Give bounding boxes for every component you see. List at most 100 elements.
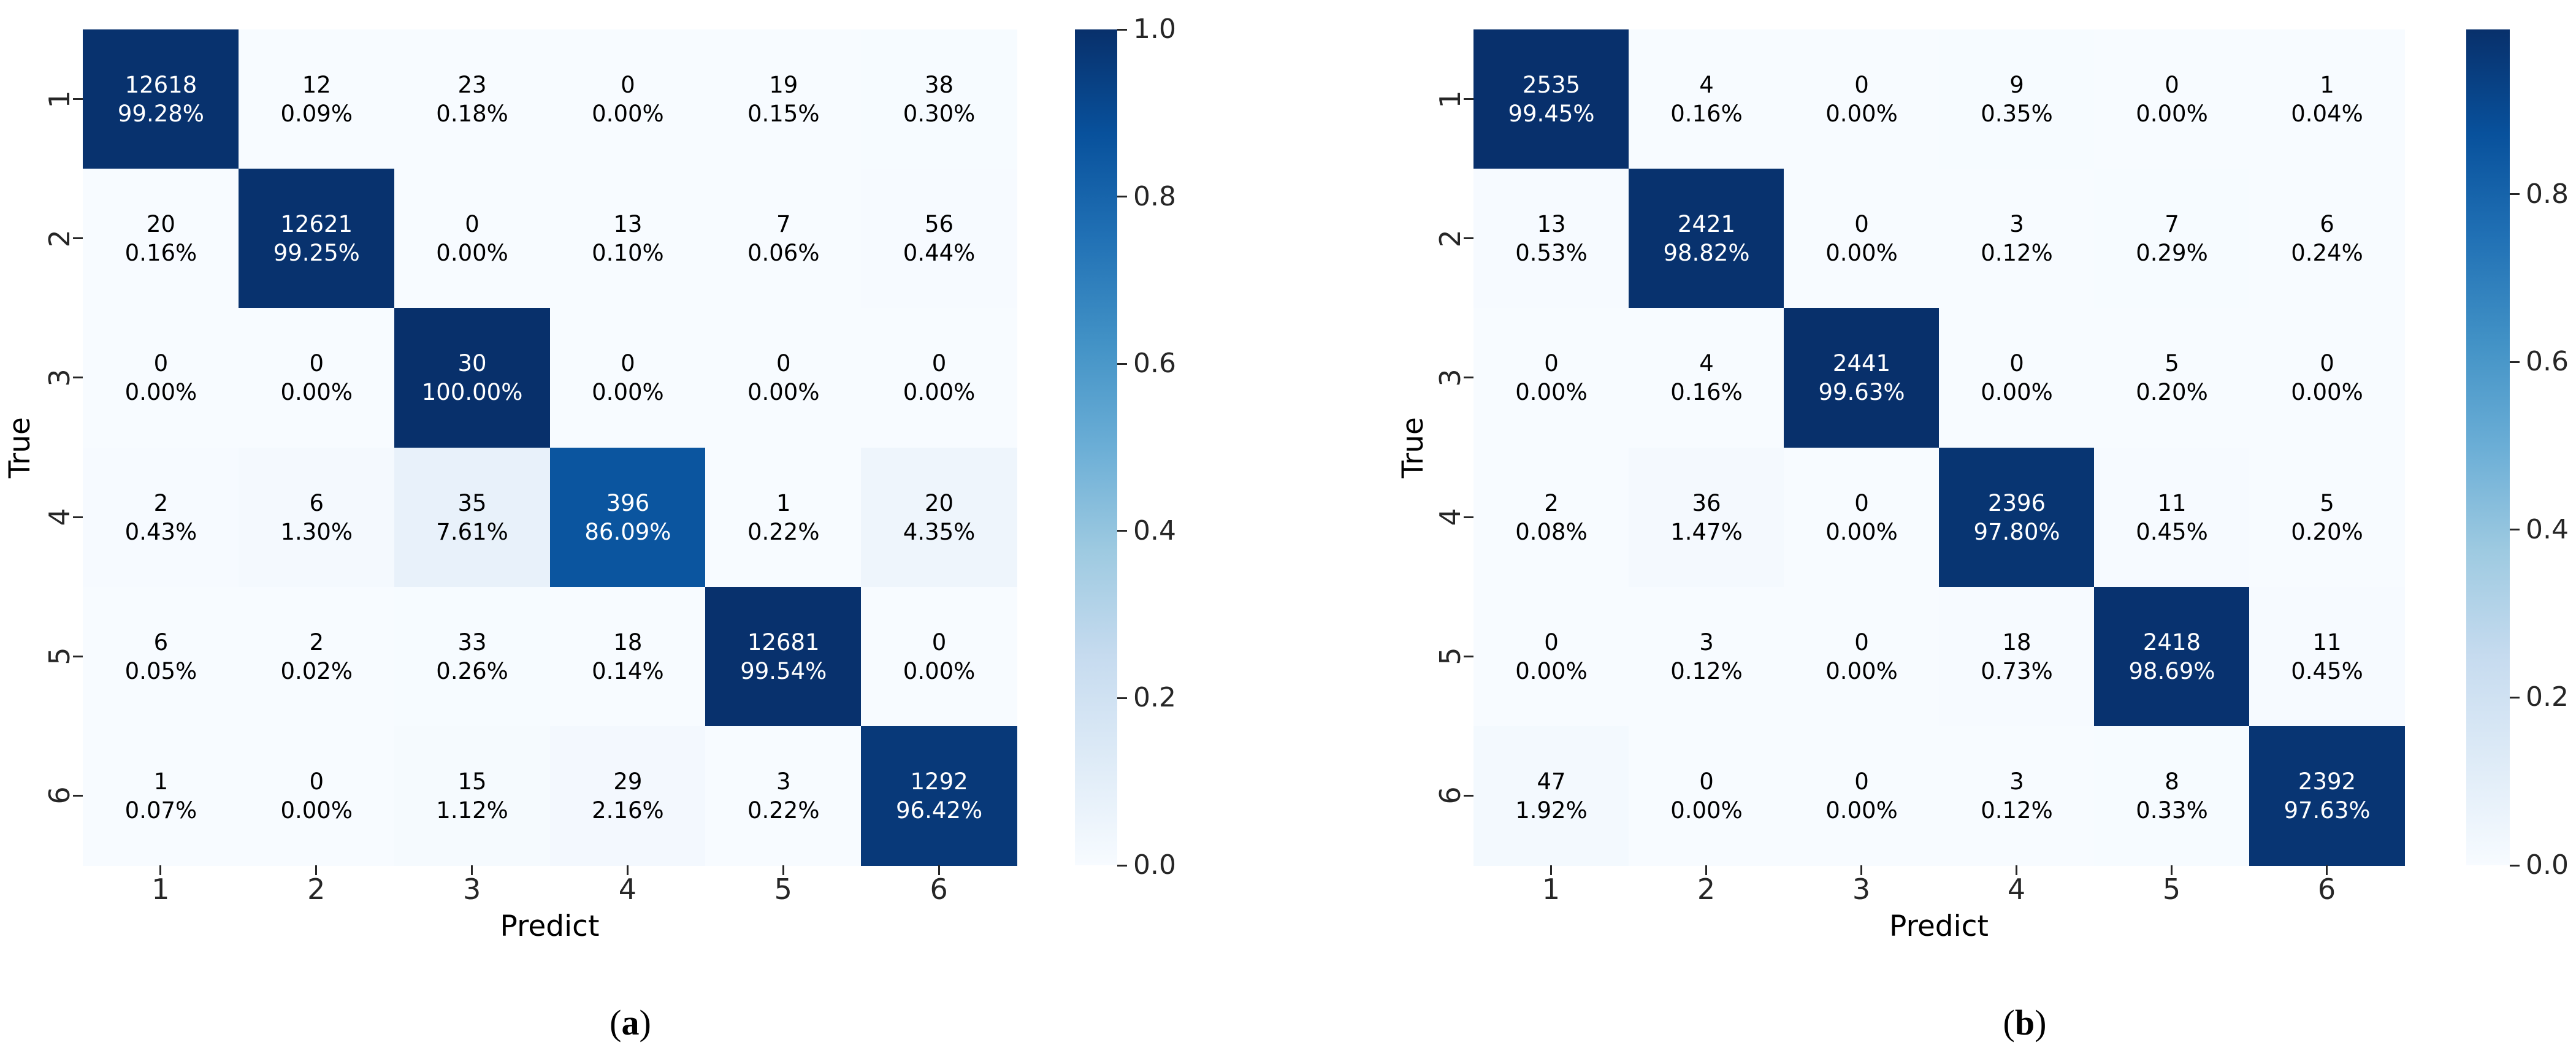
cell-count: 0 bbox=[931, 350, 947, 377]
cell-count: 0 bbox=[2320, 350, 2334, 377]
cell-percentage: 0.00% bbox=[1670, 797, 1743, 824]
cell-count: 5 bbox=[2165, 350, 2179, 377]
cell-count: 0 bbox=[1854, 629, 1869, 656]
x-tick-label: 2 bbox=[307, 873, 326, 906]
colorbar-tick-mark bbox=[2510, 864, 2520, 867]
matrix-cell: 13 0.10% bbox=[549, 169, 706, 309]
cell-percentage: 1.30% bbox=[280, 518, 353, 545]
cell-count: 1292 bbox=[910, 768, 968, 795]
matrix-cell: 0 0.00% bbox=[861, 308, 1017, 448]
x-tick-mark bbox=[1705, 865, 1707, 875]
cell-percentage: 0.06% bbox=[747, 240, 820, 267]
matrix-cell: 0 0.00% bbox=[1784, 29, 1940, 170]
cell-count: 6 bbox=[2320, 211, 2334, 238]
cell-count: 7 bbox=[2165, 211, 2179, 238]
cell-count: 30 bbox=[457, 350, 487, 377]
matrix-cell: 2421 98.82% bbox=[1629, 169, 1784, 309]
colorbar-tick-mark bbox=[1117, 530, 1127, 532]
matrix-cell: 38 0.30% bbox=[861, 29, 1017, 170]
cell-percentage: 0.22% bbox=[747, 518, 820, 545]
cell-percentage: 0.45% bbox=[2136, 518, 2208, 545]
cell-percentage: 0.20% bbox=[2291, 518, 2363, 545]
cell-percentage: 0.00% bbox=[1825, 657, 1898, 684]
matrix-cell: 0 0.00% bbox=[1784, 725, 1940, 866]
matrix-cell: 5 0.20% bbox=[2094, 308, 2250, 448]
matrix-cell: 11 0.45% bbox=[2094, 447, 2250, 587]
matrix-cell: 0 0.00% bbox=[2094, 29, 2250, 170]
y-tick-label: 3 bbox=[43, 369, 76, 387]
matrix-cell: 9 0.35% bbox=[1939, 29, 2095, 170]
x-tick-label: 2 bbox=[1697, 873, 1716, 906]
cell-percentage: 0.73% bbox=[1981, 657, 2053, 684]
cell-count: 2392 bbox=[2298, 768, 2356, 795]
cell-percentage: 0.00% bbox=[747, 379, 820, 406]
matrix-cell: 2441 99.63% bbox=[1784, 308, 1940, 448]
x-tick-label: 4 bbox=[2007, 873, 2026, 906]
cell-count: 33 bbox=[457, 629, 487, 656]
colorbar-tick-mark bbox=[2510, 193, 2520, 196]
y-tick-mark bbox=[73, 237, 83, 240]
matrix-cell: 56 0.44% bbox=[861, 169, 1017, 309]
matrix-cell: 23 0.18% bbox=[394, 29, 551, 170]
y-tick-label: 3 bbox=[1434, 369, 1467, 387]
caption-close-paren: ) bbox=[2035, 1003, 2047, 1043]
colorbar-tick-mark bbox=[2510, 361, 2520, 363]
matrix-cell: 0 0.00% bbox=[549, 29, 706, 170]
cell-count: 6 bbox=[309, 489, 324, 516]
cell-percentage: 99.25% bbox=[273, 240, 360, 267]
matrix-cell: 30 100.00% bbox=[394, 308, 551, 448]
colorbar-tick-label: 0.2 bbox=[1133, 682, 1176, 714]
matrix-cell: 6 1.30% bbox=[238, 447, 395, 587]
cell-percentage: 0.00% bbox=[1825, 797, 1898, 824]
cell-count: 13 bbox=[1537, 211, 1566, 238]
matrix-cell: 0 0.00% bbox=[238, 308, 395, 448]
x-tick-label: 5 bbox=[774, 873, 792, 906]
cell-percentage: 1.47% bbox=[1670, 518, 1743, 545]
colorbar bbox=[1075, 29, 1117, 865]
colorbar-tick-mark bbox=[2510, 696, 2520, 698]
cell-percentage: 0.00% bbox=[1825, 240, 1898, 267]
cell-percentage: 99.45% bbox=[1508, 101, 1595, 128]
matrix-cell: 12681 99.54% bbox=[705, 586, 862, 727]
cell-percentage: 0.04% bbox=[2291, 101, 2363, 128]
cell-count: 0 bbox=[153, 350, 169, 377]
cell-count: 13 bbox=[613, 211, 643, 238]
x-tick-label: 5 bbox=[2162, 873, 2181, 906]
y-tick-label: 5 bbox=[43, 647, 76, 665]
cell-count: 2418 bbox=[2142, 629, 2201, 656]
matrix-cell: 29 2.16% bbox=[549, 725, 706, 866]
cell-count: 1 bbox=[776, 489, 791, 516]
y-tick-label: 2 bbox=[43, 229, 76, 248]
matrix-cell: 18 0.14% bbox=[549, 586, 706, 727]
cell-count: 56 bbox=[925, 211, 954, 238]
cell-percentage: 0.05% bbox=[124, 657, 197, 684]
y-tick-mark bbox=[73, 377, 83, 379]
cell-count: 0 bbox=[2009, 350, 2024, 377]
cell-count: 9 bbox=[2009, 72, 2024, 99]
cell-count: 2535 bbox=[1522, 72, 1581, 99]
caption-open-paren: ( bbox=[2003, 1003, 2015, 1043]
cell-percentage: 0.15% bbox=[747, 101, 820, 128]
colorbar-tick-mark bbox=[1117, 864, 1127, 867]
cell-count: 11 bbox=[2312, 629, 2342, 656]
cell-percentage: 0.02% bbox=[280, 657, 353, 684]
colorbar-tick-mark bbox=[1117, 362, 1127, 365]
cell-percentage: 0.14% bbox=[592, 657, 664, 684]
cell-count: 7 bbox=[776, 211, 791, 238]
cell-percentage: 0.00% bbox=[2136, 101, 2208, 128]
caption-letter: b bbox=[2014, 1003, 2035, 1043]
matrix-cell: 3 0.12% bbox=[1629, 586, 1784, 727]
matrix-cell: 35 7.61% bbox=[394, 447, 551, 587]
cell-count: 2396 bbox=[1987, 489, 2046, 516]
cell-count: 4 bbox=[1699, 72, 1714, 99]
cell-percentage: 4.35% bbox=[903, 518, 976, 545]
colorbar-tick-label: 1.0 bbox=[1133, 13, 1176, 45]
cell-percentage: 0.07% bbox=[124, 797, 197, 824]
x-tick-label: 6 bbox=[930, 873, 948, 906]
cell-count: 0 bbox=[1854, 768, 1869, 795]
cell-percentage: 99.28% bbox=[117, 101, 204, 128]
colorbar-tick-label: 0.6 bbox=[1133, 348, 1176, 380]
cell-count: 0 bbox=[309, 768, 324, 795]
matrix-cell: 1 0.22% bbox=[705, 447, 862, 587]
